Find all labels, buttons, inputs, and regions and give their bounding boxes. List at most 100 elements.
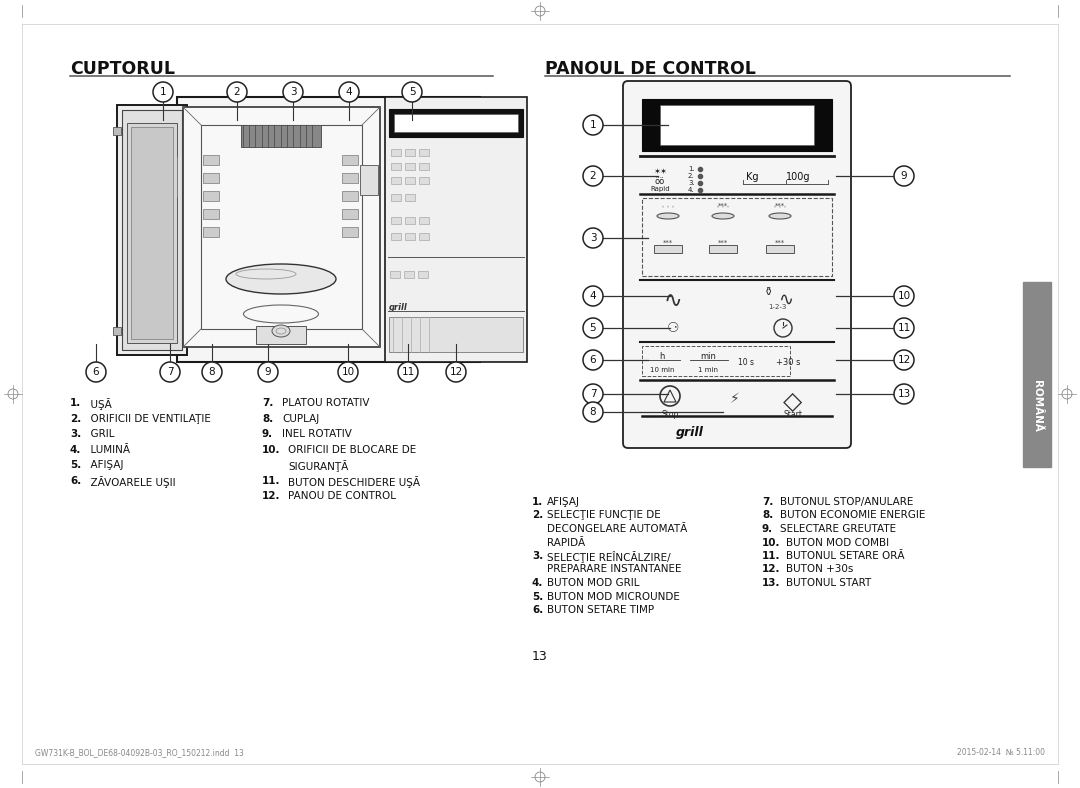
Text: 2: 2 xyxy=(590,171,596,181)
Bar xyxy=(384,97,527,362)
Text: GW731K-B_BOL_DE68-04092B-03_RO_150212.indd  13: GW731K-B_BOL_DE68-04092B-03_RO_150212.in… xyxy=(35,748,244,757)
Text: 3: 3 xyxy=(590,233,596,243)
Bar xyxy=(389,109,523,137)
Text: 3: 3 xyxy=(289,87,296,97)
Text: +30 s: +30 s xyxy=(775,358,800,367)
Bar xyxy=(391,194,401,201)
Text: 7: 7 xyxy=(590,389,596,399)
Text: 3.: 3. xyxy=(532,551,543,561)
Text: 5.: 5. xyxy=(532,592,543,601)
Text: ⚡: ⚡ xyxy=(730,392,740,406)
Text: 8: 8 xyxy=(208,367,215,377)
Text: 100g: 100g xyxy=(786,172,810,182)
Text: ∿: ∿ xyxy=(779,291,794,309)
Text: 8: 8 xyxy=(590,407,596,417)
Circle shape xyxy=(583,115,603,135)
Text: 4.: 4. xyxy=(688,187,694,193)
Text: grill: grill xyxy=(676,426,704,439)
Text: min: min xyxy=(700,352,716,361)
Circle shape xyxy=(153,82,173,102)
Text: GRIL: GRIL xyxy=(84,429,114,439)
Bar xyxy=(419,149,429,156)
Text: 10.: 10. xyxy=(762,537,781,548)
Text: 2.: 2. xyxy=(532,511,543,521)
Text: 10 s: 10 s xyxy=(738,358,754,367)
Bar xyxy=(404,271,414,278)
Bar xyxy=(203,209,219,219)
Bar xyxy=(113,327,121,335)
Text: 10 min: 10 min xyxy=(650,367,674,373)
Circle shape xyxy=(202,362,222,382)
Text: 9: 9 xyxy=(901,171,907,181)
Text: 4: 4 xyxy=(346,87,352,97)
Text: AFIŞAJ: AFIŞAJ xyxy=(84,460,123,470)
Bar xyxy=(390,271,400,278)
Text: 3.: 3. xyxy=(688,180,694,186)
Circle shape xyxy=(160,362,180,382)
Text: h: h xyxy=(659,352,664,361)
Circle shape xyxy=(338,362,357,382)
Text: BUTON ECONOMIE ENERGIE: BUTON ECONOMIE ENERGIE xyxy=(780,511,926,521)
Text: 10: 10 xyxy=(897,291,910,301)
Text: 5: 5 xyxy=(590,323,596,333)
Text: ***: *** xyxy=(718,203,728,209)
Text: SELECŢIE FUNCŢIE DE: SELECŢIE FUNCŢIE DE xyxy=(546,511,661,521)
Text: BUTONUL START: BUTONUL START xyxy=(786,578,872,588)
Text: ***: *** xyxy=(775,240,785,246)
Text: BUTONUL SETARE ORĂ: BUTONUL SETARE ORĂ xyxy=(786,551,905,561)
Bar xyxy=(391,217,401,224)
Bar xyxy=(177,97,480,362)
Text: RAPIDĂ: RAPIDĂ xyxy=(546,537,585,548)
Circle shape xyxy=(446,362,465,382)
Bar xyxy=(642,99,832,151)
Text: BUTONUL STOP/ANULARE: BUTONUL STOP/ANULARE xyxy=(780,497,914,507)
Text: INEL ROTATIV: INEL ROTATIV xyxy=(282,429,352,439)
Text: 11: 11 xyxy=(402,367,415,377)
Text: 9.: 9. xyxy=(262,429,273,439)
Bar xyxy=(391,177,401,184)
Text: 12: 12 xyxy=(897,355,910,365)
Text: 4.: 4. xyxy=(70,444,81,455)
Text: 12.: 12. xyxy=(262,491,281,501)
Text: 11: 11 xyxy=(897,323,910,333)
Text: öö: öö xyxy=(654,177,665,186)
Text: 1.: 1. xyxy=(532,497,543,507)
Text: PREPARARE INSTANTANEE: PREPARARE INSTANTANEE xyxy=(546,564,681,574)
Text: 4.: 4. xyxy=(532,578,543,588)
Text: PANOUL DE CONTROL: PANOUL DE CONTROL xyxy=(545,60,756,78)
Bar xyxy=(113,127,121,135)
Bar xyxy=(241,125,321,147)
Text: 2: 2 xyxy=(233,87,241,97)
Bar xyxy=(1023,282,1051,467)
Text: PANOU DE CONTROL: PANOU DE CONTROL xyxy=(288,491,396,501)
Text: CUPTORUL: CUPTORUL xyxy=(70,60,175,78)
Bar xyxy=(342,173,357,183)
Bar xyxy=(127,123,177,343)
Text: 1: 1 xyxy=(590,120,596,130)
Text: BUTON MOD MICROUNDE: BUTON MOD MICROUNDE xyxy=(546,592,680,601)
Text: 2.: 2. xyxy=(70,414,81,423)
Bar xyxy=(418,271,428,278)
Bar xyxy=(203,191,219,201)
Circle shape xyxy=(583,318,603,338)
Text: Rapid: Rapid xyxy=(650,186,670,192)
Bar xyxy=(203,155,219,165)
Text: 2015-02-14  № 5.11:00: 2015-02-14 № 5.11:00 xyxy=(957,748,1045,757)
Bar xyxy=(405,194,415,201)
Circle shape xyxy=(894,166,914,186)
Text: PLATOU ROTATIV: PLATOU ROTATIV xyxy=(282,398,369,408)
Bar xyxy=(419,233,429,240)
Circle shape xyxy=(894,350,914,370)
Text: ⚆: ⚆ xyxy=(666,321,679,335)
Text: ◇: ◇ xyxy=(783,390,802,414)
Text: 2.: 2. xyxy=(688,173,694,179)
Circle shape xyxy=(583,350,603,370)
Circle shape xyxy=(894,286,914,306)
Bar xyxy=(405,177,415,184)
Text: 7: 7 xyxy=(166,367,173,377)
Circle shape xyxy=(583,286,603,306)
Text: 10.: 10. xyxy=(262,444,281,455)
Bar xyxy=(405,217,415,224)
Bar xyxy=(642,346,789,376)
Text: Start: Start xyxy=(783,410,802,419)
